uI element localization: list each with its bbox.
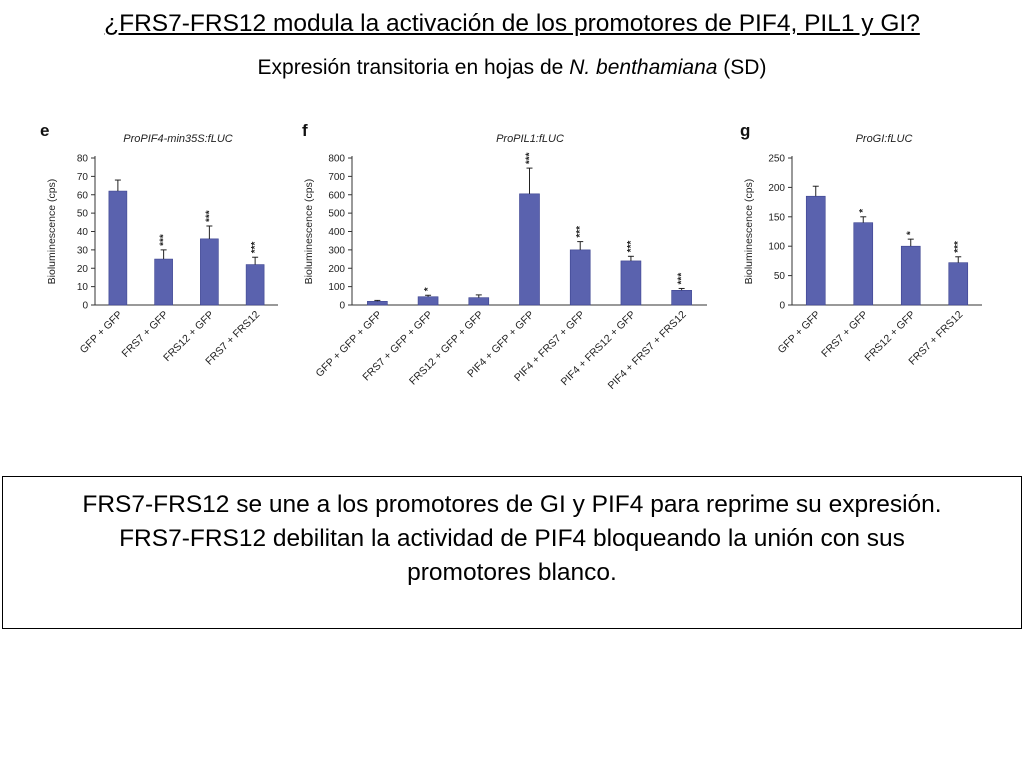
y-tick-label: 60 [77,190,89,201]
y-tick-label: 0 [82,301,88,312]
category-label: GFP + GFP [78,309,125,356]
panel-label: f [302,121,308,140]
y-tick-label: 800 [328,154,345,165]
y-tick-label: 50 [774,271,786,282]
y-axis-label: Bioluminescence (cps) [46,179,58,285]
significance-label: *** [953,241,964,253]
significance-label: *** [204,210,215,222]
bar [948,262,969,306]
bar [417,296,439,306]
category-label: GFP + GFP [776,309,823,356]
slide-title: ¿FRS7-FRS12 modula la activación de los … [104,10,920,37]
subtitle-suffix: (SD) [717,56,767,79]
bar [367,301,388,306]
bar [468,297,490,306]
y-tick-label: 700 [328,172,345,183]
y-tick-label: 20 [77,264,89,275]
y-tick-label: 100 [328,282,345,293]
panel-title: ProPIF4-min35S:fLUC [123,133,232,145]
y-tick-label: 100 [768,242,785,253]
y-tick-label: 200 [328,264,345,275]
significance-label: *** [250,241,261,253]
y-tick-label: 150 [768,212,785,223]
panel-label: e [40,121,49,140]
y-tick-label: 400 [328,227,345,238]
category-label: FRS7 + GFP [819,309,870,360]
significance-label: * [858,209,869,213]
y-tick-label: 70 [77,172,89,183]
y-axis-label: Bioluminescence (cps) [743,179,755,285]
conclusion-line: FRS7-FRS12 se une a los promotores de GI… [82,491,942,518]
bar [108,190,128,306]
y-tick-label: 50 [77,209,89,220]
y-tick-label: 30 [77,245,89,256]
conclusion-line: promotores blanco. [407,559,617,586]
y-tick-label: 500 [328,209,345,220]
y-tick-label: 40 [77,227,89,238]
significance-label: *** [626,241,637,253]
bar [200,238,219,306]
significance-label: * [423,287,434,291]
y-axis-label: Bioluminescence (cps) [303,179,315,285]
y-tick-label: 0 [779,301,785,312]
bar [519,193,540,306]
panel-title: ProGI:fLUC [856,133,913,145]
bar [620,260,642,306]
bar [900,245,921,306]
bar [245,264,265,306]
bar [671,290,692,306]
conclusion-line: FRS7-FRS12 debilitan la actividad de PIF… [119,525,905,552]
significance-label: *** [575,226,586,238]
significance-label: *** [159,234,170,246]
bar [853,222,874,306]
panel-label: g [740,121,750,140]
y-tick-label: 600 [328,190,345,201]
significance-label: * [906,231,917,235]
bar [569,249,591,306]
y-tick-label: 0 [339,301,345,312]
panel-title: ProPIL1:fLUC [496,133,564,145]
figure-panels: e ProPIF4-min35S:fLUC Bioluminescence (cps… [40,121,982,392]
significance-label: *** [677,273,688,285]
y-tick-label: 300 [328,245,345,256]
y-tick-label: 200 [768,183,785,194]
subtitle-text: Expresión transitoria en hojas de [257,56,570,79]
category-label: FRS7 + GFP [120,309,171,360]
y-tick-label: 80 [77,154,89,165]
significance-label: *** [525,152,536,164]
subtitle-species: N. benthamiana [569,56,718,79]
y-tick-label: 10 [77,282,89,293]
conclusion-box: FRS7-FRS12 se une a los promotores de GI… [2,476,1022,629]
bar [805,195,826,306]
y-tick-label: 250 [768,154,785,165]
slide-subtitle: Expresión transitoria en hojas de N. ben… [0,56,1024,80]
bar [154,258,173,306]
